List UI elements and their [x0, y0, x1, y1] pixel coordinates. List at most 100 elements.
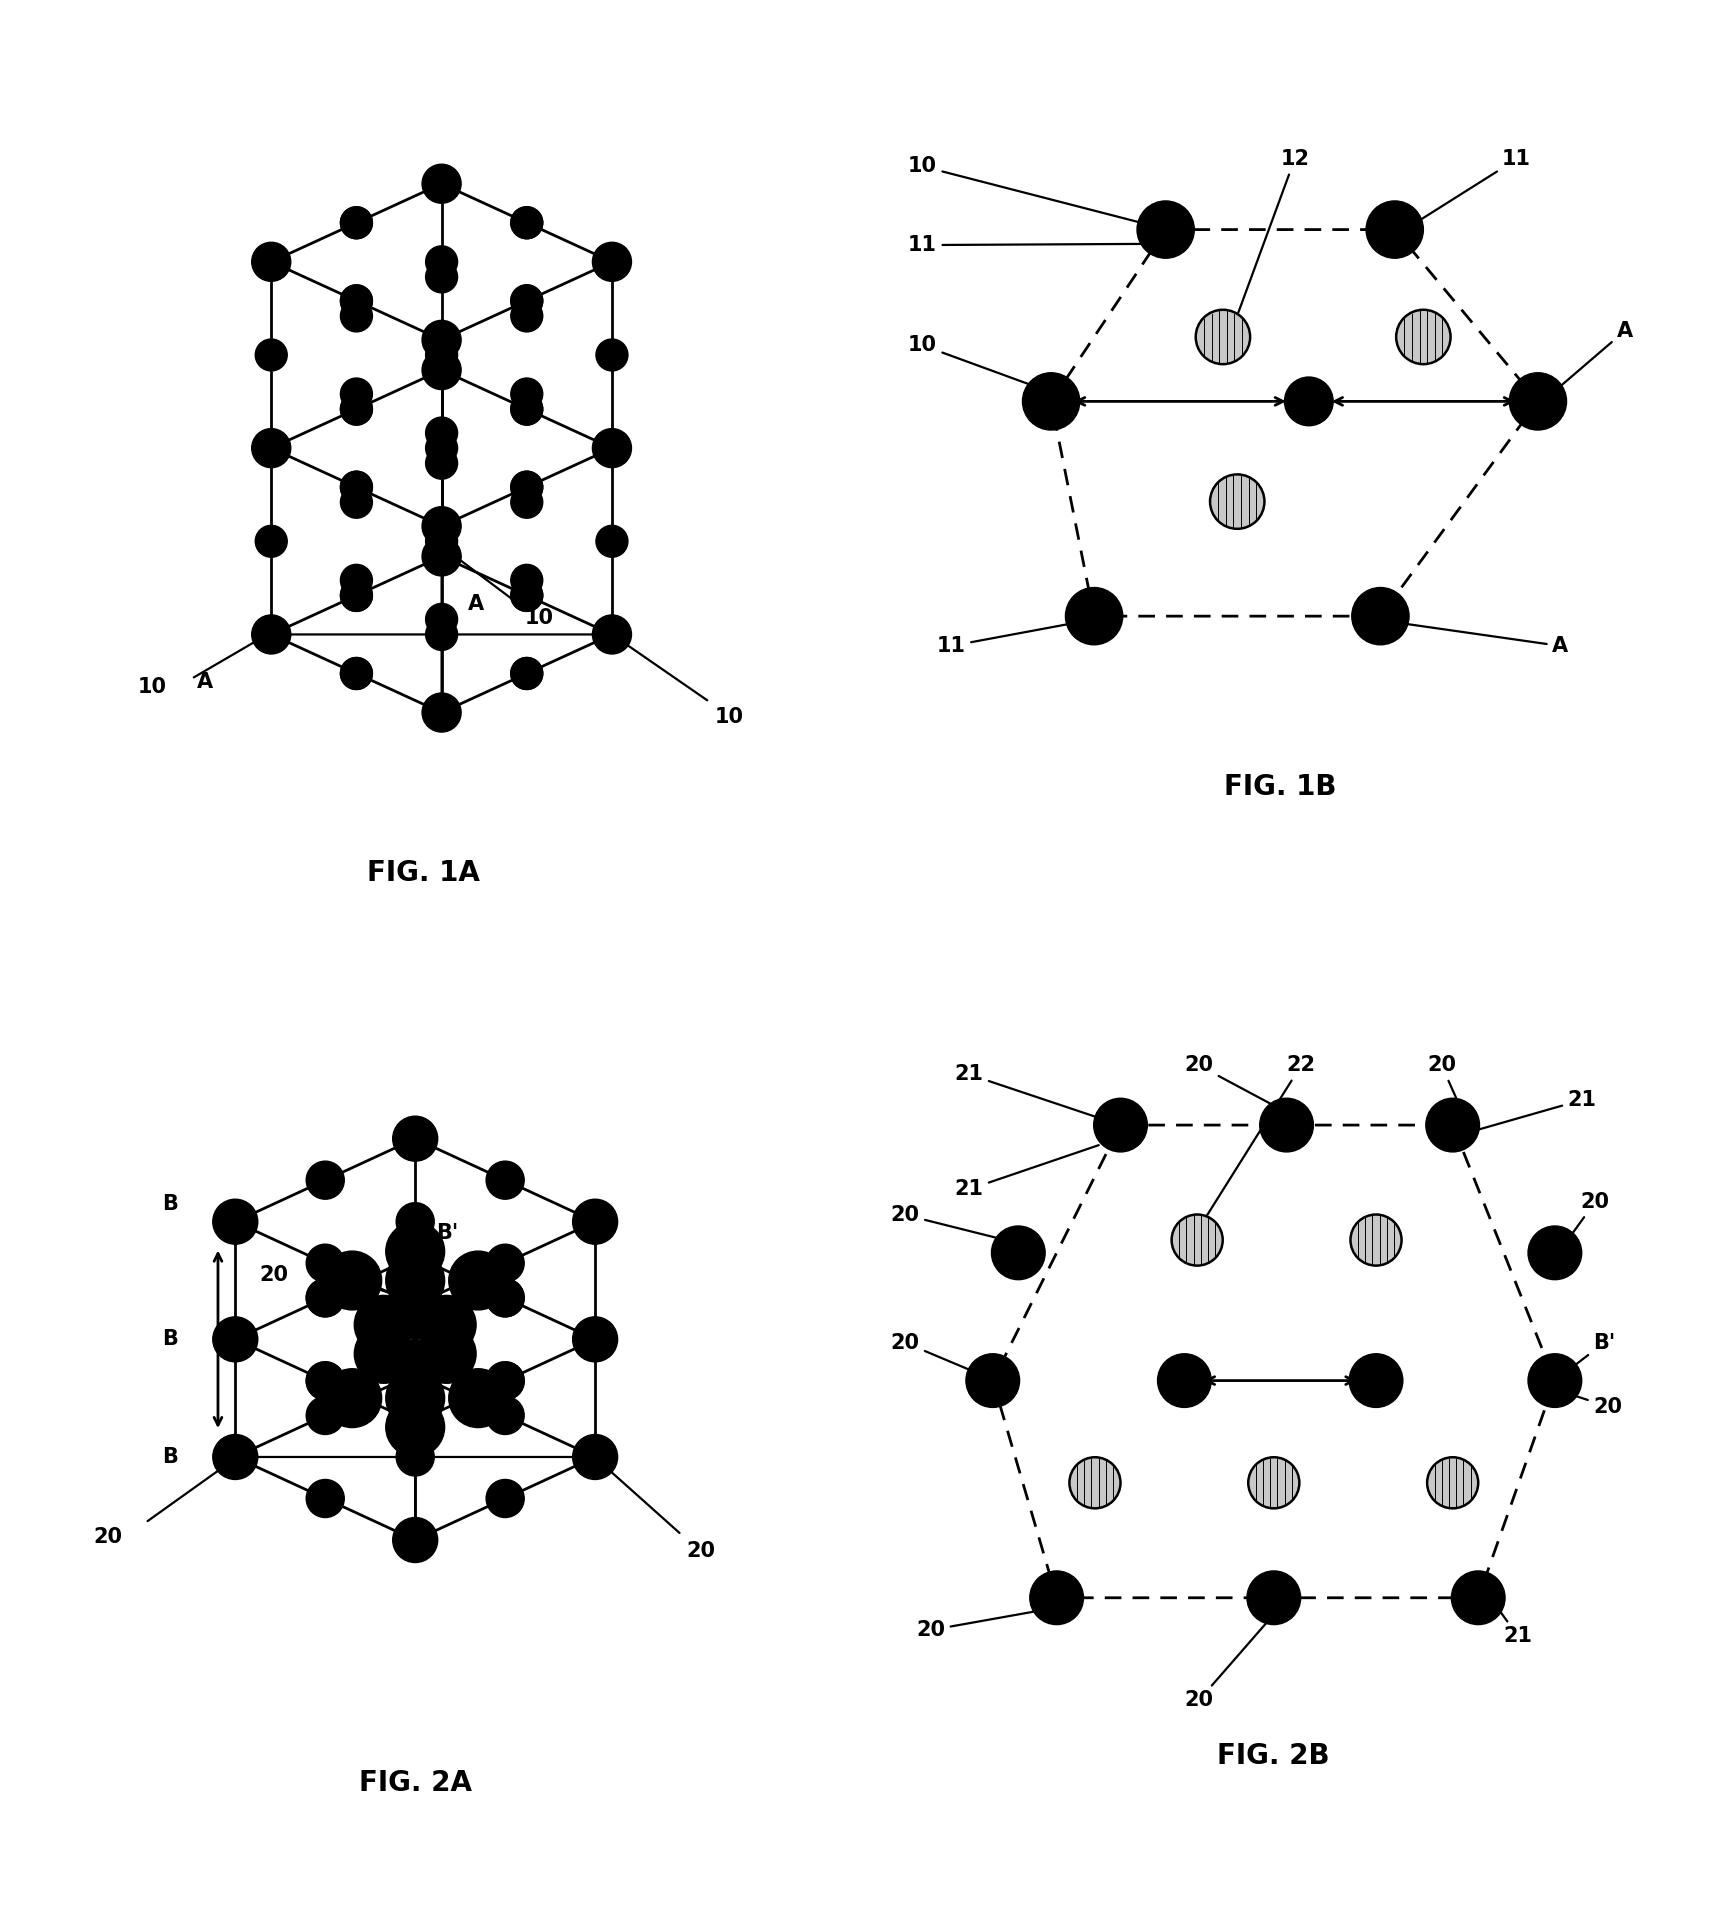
Text: 10: 10	[908, 334, 1035, 386]
Circle shape	[1022, 373, 1080, 430]
Circle shape	[426, 262, 457, 292]
Circle shape	[486, 1162, 524, 1200]
Circle shape	[592, 428, 631, 468]
Circle shape	[341, 206, 372, 239]
Text: A: A	[1562, 321, 1633, 386]
Circle shape	[486, 1244, 524, 1282]
Text: B: B	[163, 1447, 178, 1468]
Circle shape	[1259, 1099, 1313, 1152]
Text: B: B	[163, 1330, 178, 1349]
Circle shape	[386, 1397, 445, 1456]
Circle shape	[256, 526, 287, 558]
Circle shape	[417, 1324, 476, 1384]
Text: 10: 10	[714, 707, 744, 728]
Circle shape	[573, 1200, 618, 1244]
Circle shape	[396, 1437, 434, 1475]
Circle shape	[341, 206, 372, 239]
Circle shape	[1396, 310, 1450, 365]
Circle shape	[341, 285, 372, 317]
Circle shape	[1451, 1571, 1505, 1624]
Text: 20: 20	[891, 1332, 977, 1374]
Circle shape	[306, 1278, 344, 1317]
Text: FIG. 1B: FIG. 1B	[1223, 774, 1337, 801]
Circle shape	[341, 485, 372, 518]
Text: FIG. 2A: FIG. 2A	[358, 1770, 472, 1796]
Text: B': B'	[1574, 1332, 1616, 1366]
Circle shape	[486, 1278, 524, 1317]
Circle shape	[592, 615, 631, 654]
Circle shape	[1528, 1227, 1581, 1280]
Circle shape	[386, 1368, 445, 1428]
Circle shape	[324, 1252, 382, 1309]
Circle shape	[306, 1397, 344, 1435]
Circle shape	[510, 472, 543, 503]
Circle shape	[341, 564, 372, 596]
Circle shape	[1351, 1215, 1401, 1265]
Circle shape	[341, 579, 372, 612]
Circle shape	[426, 619, 457, 650]
Circle shape	[393, 1282, 438, 1328]
Text: 11: 11	[908, 235, 1142, 254]
Text: 20: 20	[1185, 1617, 1272, 1710]
Circle shape	[393, 1401, 438, 1445]
Circle shape	[595, 338, 628, 371]
Circle shape	[393, 1351, 438, 1397]
Circle shape	[341, 378, 372, 411]
Circle shape	[306, 1363, 344, 1401]
Circle shape	[1509, 373, 1567, 430]
Circle shape	[386, 1252, 445, 1309]
Text: A: A	[1405, 623, 1569, 655]
Text: 10: 10	[138, 676, 168, 698]
Circle shape	[341, 300, 372, 333]
Circle shape	[486, 1278, 524, 1317]
Circle shape	[510, 579, 543, 612]
Circle shape	[448, 1368, 507, 1428]
Text: B': B'	[436, 1223, 458, 1242]
Circle shape	[306, 1244, 344, 1282]
Circle shape	[1171, 1215, 1223, 1265]
Circle shape	[426, 247, 457, 277]
Circle shape	[426, 417, 457, 449]
Text: 11: 11	[936, 623, 1069, 655]
Circle shape	[510, 657, 543, 690]
Circle shape	[393, 1235, 438, 1278]
Circle shape	[426, 338, 457, 371]
Circle shape	[510, 485, 543, 518]
Circle shape	[422, 350, 462, 390]
Circle shape	[1069, 1458, 1121, 1508]
Circle shape	[1426, 1099, 1479, 1152]
Circle shape	[510, 657, 543, 690]
Circle shape	[386, 1340, 445, 1399]
Circle shape	[1137, 201, 1194, 258]
Circle shape	[510, 206, 543, 239]
Text: 20: 20	[891, 1206, 1003, 1240]
Circle shape	[422, 506, 462, 547]
Circle shape	[422, 164, 462, 203]
Text: 20: 20	[1571, 1395, 1623, 1416]
Text: 21: 21	[1496, 1607, 1533, 1647]
Circle shape	[426, 604, 457, 634]
Circle shape	[1029, 1571, 1083, 1624]
Text: A: A	[469, 594, 484, 613]
Circle shape	[486, 1363, 524, 1401]
Circle shape	[253, 615, 291, 654]
Circle shape	[1093, 1099, 1147, 1152]
Circle shape	[213, 1435, 258, 1479]
Circle shape	[573, 1435, 618, 1479]
Circle shape	[510, 285, 543, 317]
Circle shape	[306, 1278, 344, 1317]
Circle shape	[510, 579, 543, 612]
Text: 20: 20	[1185, 1055, 1284, 1110]
Circle shape	[386, 1280, 445, 1340]
Text: 11: 11	[1419, 149, 1531, 222]
Circle shape	[426, 526, 457, 558]
Circle shape	[1195, 310, 1251, 365]
Circle shape	[306, 1363, 344, 1401]
Circle shape	[306, 1162, 344, 1200]
Circle shape	[595, 526, 628, 558]
Circle shape	[510, 394, 543, 424]
Circle shape	[341, 394, 372, 424]
Circle shape	[341, 657, 372, 690]
Circle shape	[417, 1296, 476, 1355]
Circle shape	[510, 300, 543, 333]
